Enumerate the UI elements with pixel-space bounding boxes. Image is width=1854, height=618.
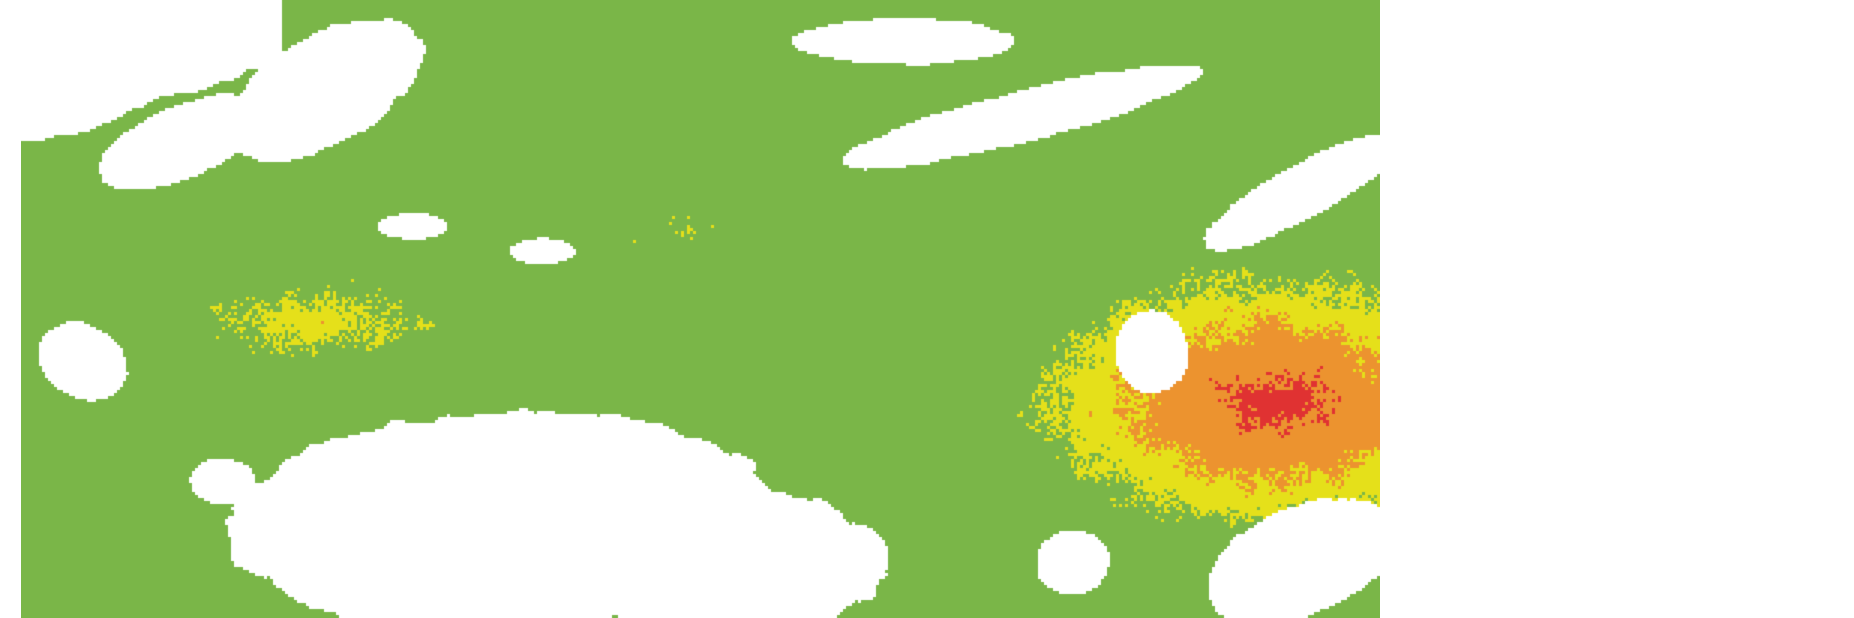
classified-risk-map bbox=[21, 0, 1380, 618]
